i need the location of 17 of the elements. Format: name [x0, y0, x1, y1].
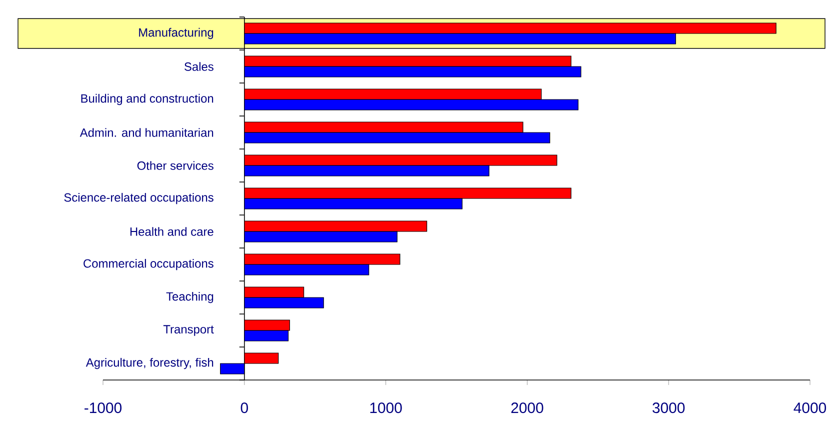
y-tick-label: Building and construction: [81, 94, 214, 106]
x-tick-label: 1000: [370, 402, 402, 414]
x-tick-label: 3000: [652, 402, 685, 414]
y-tick-label: Transport: [163, 325, 214, 336]
y-tick-label: Admin. and humanitarian: [80, 128, 214, 137]
y-tick-label: Manufacturing: [139, 28, 214, 40]
y-tick-label: Teaching: [166, 292, 214, 304]
y-tick-label: Science-related occupations: [64, 192, 214, 204]
x-tick-label: 4000: [794, 402, 826, 414]
y-tick-label: Other services: [137, 161, 214, 170]
y-tick-label: Agriculture, forestry, fish: [86, 358, 214, 370]
y-tick-label: Commercial occupations: [84, 258, 214, 270]
x-tick-label: 0: [240, 402, 248, 414]
y-tick-label: Sales: [184, 62, 214, 71]
x-tick-label: -1000: [84, 402, 122, 414]
y-tick-label: Health and care: [130, 227, 214, 236]
x-tick-label: 2000: [511, 402, 544, 414]
